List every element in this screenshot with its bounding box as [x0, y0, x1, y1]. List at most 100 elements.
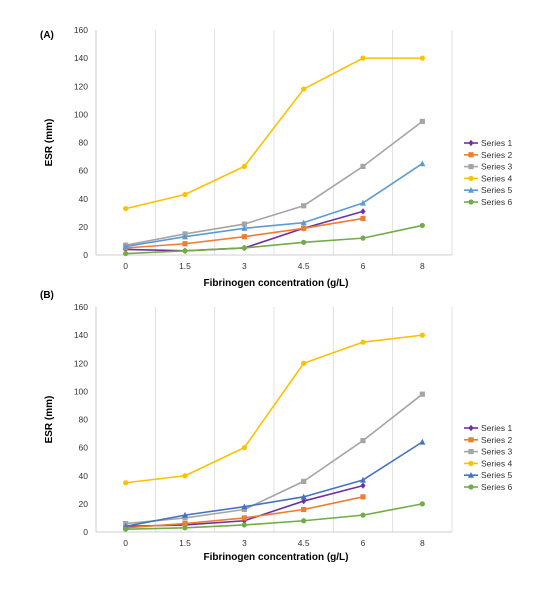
data-point — [300, 493, 307, 500]
x-tick-label: 1.5 — [179, 261, 191, 271]
y-tick-label: 80 — [79, 138, 89, 148]
x-tick-label: 1.5 — [179, 538, 191, 548]
legend-swatch-marker — [468, 460, 474, 466]
y-tick-label: 140 — [74, 53, 88, 63]
legend-swatch-marker — [468, 199, 474, 205]
data-point — [360, 55, 366, 61]
data-point — [300, 219, 307, 226]
x-tick-label: 4.5 — [298, 538, 310, 548]
data-point — [241, 163, 247, 170]
chart-panel-b: (B) 0 20 40 60 80 100 120 140 160 0 1.5 3 4.5 6 8 Fibrin… — [40, 290, 512, 563]
data-point — [241, 506, 247, 513]
legend-swatch-marker — [468, 437, 474, 443]
data-point — [360, 199, 366, 206]
x-axis-title: Fibrinogen concentration (g/L) — [204, 278, 349, 289]
y-tick-label: 40 — [79, 471, 89, 481]
data-point — [360, 476, 366, 483]
data-point — [241, 225, 248, 231]
x-tick-label: 0 — [123, 538, 128, 548]
data-point — [301, 360, 307, 366]
legend-swatch-marker — [468, 484, 474, 490]
legend-entry: Series 3 — [481, 447, 512, 457]
legend-entry: Series 5 — [481, 470, 512, 480]
legend-entry: Series 4 — [481, 173, 512, 183]
data-point — [301, 518, 307, 524]
y-tick-label: 160 — [74, 302, 88, 312]
data-point — [301, 225, 307, 231]
data-point — [182, 515, 188, 521]
legend-swatch-marker — [468, 164, 474, 170]
legend-entry: Series 6 — [481, 482, 512, 492]
y-tick-label: 0 — [83, 527, 88, 537]
data-point — [360, 339, 366, 345]
data-point — [301, 478, 307, 484]
series-line — [125, 162, 423, 248]
data-point — [360, 163, 366, 170]
legend-entry: Series 2 — [481, 435, 512, 445]
y-tick-label: 20 — [79, 222, 89, 232]
legend-entry: Series 1 — [481, 423, 512, 433]
data-point — [182, 248, 188, 254]
legend-swatch-marker — [468, 424, 474, 432]
data-point — [419, 118, 425, 125]
data-point — [241, 221, 247, 227]
legend-entry: Series 3 — [481, 162, 512, 172]
data-point — [182, 233, 188, 240]
y-tick-label: 40 — [79, 194, 89, 204]
x-tick-label: 8 — [420, 538, 425, 548]
legend-swatch-marker — [468, 175, 474, 181]
legend-swatch-marker — [468, 152, 474, 158]
series-line — [125, 503, 423, 530]
data-point — [241, 522, 247, 528]
data-point — [360, 482, 366, 489]
legend-swatch-marker — [468, 449, 474, 455]
data-point — [301, 506, 307, 513]
data-point — [419, 438, 426, 445]
y-tick-label: 120 — [74, 81, 88, 91]
y-tick-label: 20 — [79, 499, 89, 509]
y-tick-label: 100 — [74, 109, 88, 119]
x-tick-label: 4.5 — [298, 261, 310, 271]
data-point — [182, 191, 188, 198]
data-point — [123, 526, 129, 532]
series-line — [125, 224, 423, 255]
data-point — [241, 445, 247, 451]
x-tick-label: 0 — [123, 261, 128, 271]
x-tick-label: 3 — [242, 538, 247, 548]
legend-entry: Series 1 — [481, 138, 512, 148]
panel-label: (B) — [40, 290, 54, 301]
data-point — [241, 245, 247, 251]
y-tick-label: 0 — [83, 250, 88, 260]
data-point — [419, 391, 425, 397]
data-point — [360, 235, 366, 241]
legend-entry: Series 6 — [481, 197, 512, 207]
y-tick-label: 80 — [79, 415, 89, 425]
data-point — [241, 234, 247, 240]
y-tick-label: 60 — [79, 443, 89, 453]
data-point — [123, 205, 129, 212]
data-point — [419, 332, 425, 338]
data-point — [360, 494, 366, 500]
y-axis-title: ESR (mm) — [44, 119, 55, 167]
data-point — [360, 512, 366, 518]
data-point — [301, 497, 307, 505]
legend-swatch-marker — [468, 472, 474, 478]
x-axis-title: Fibrinogen concentration (g/L) — [204, 552, 349, 563]
data-point — [301, 86, 307, 92]
panel-label: (A) — [40, 30, 54, 41]
data-point — [419, 501, 425, 507]
data-point — [419, 222, 425, 229]
x-tick-label: 8 — [420, 261, 425, 271]
data-point — [360, 215, 366, 222]
y-axis-title: ESR (mm) — [44, 396, 55, 444]
data-point — [241, 515, 247, 521]
data-point — [182, 525, 188, 531]
x-tick-label: 6 — [361, 538, 366, 548]
legend-entry: Series 5 — [481, 185, 512, 195]
legend-entry: Series 2 — [481, 150, 512, 160]
data-point — [122, 243, 129, 250]
y-tick-label: 140 — [74, 330, 88, 340]
x-tick-label: 6 — [361, 261, 366, 271]
data-point — [419, 55, 425, 61]
